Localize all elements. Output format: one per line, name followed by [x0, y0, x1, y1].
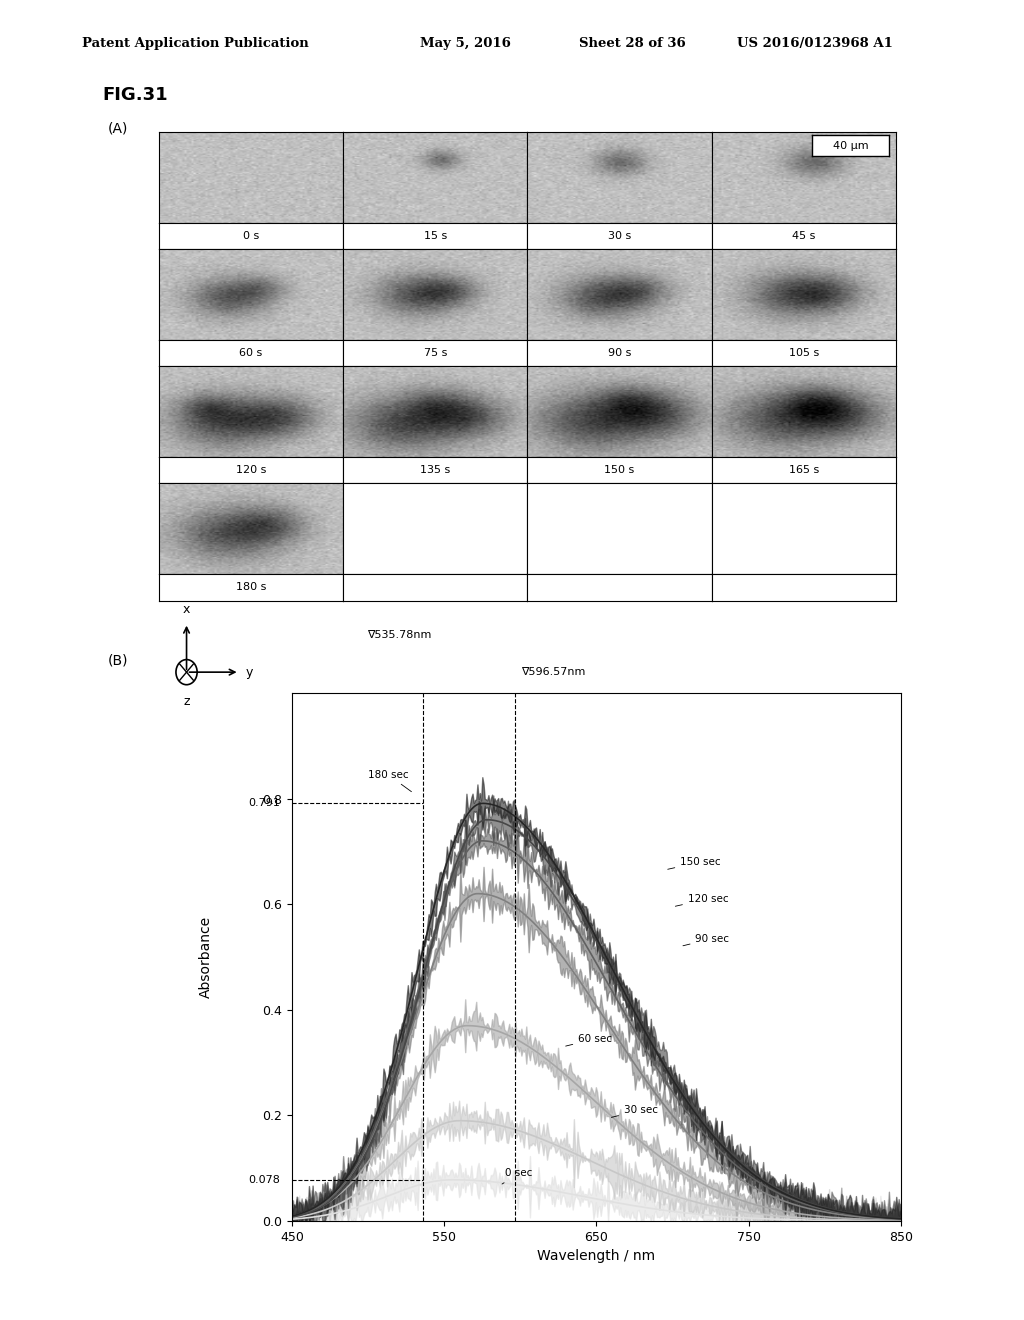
Text: 45 s: 45 s	[793, 231, 815, 242]
Text: 165 s: 165 s	[788, 465, 819, 475]
Text: 75 s: 75 s	[424, 348, 446, 358]
Text: 0.078: 0.078	[248, 1175, 280, 1185]
Text: FIG.31: FIG.31	[102, 86, 168, 104]
Text: 15 s: 15 s	[424, 231, 446, 242]
Text: 90 s: 90 s	[608, 348, 631, 358]
Y-axis label: Absorbance: Absorbance	[199, 916, 213, 998]
Text: z: z	[183, 694, 189, 708]
Text: US 2016/0123968 A1: US 2016/0123968 A1	[737, 37, 893, 50]
Text: 120 s: 120 s	[236, 465, 266, 475]
Text: Sheet 28 of 36: Sheet 28 of 36	[579, 37, 685, 50]
Text: 90 sec: 90 sec	[683, 933, 729, 945]
X-axis label: Wavelength / nm: Wavelength / nm	[538, 1249, 655, 1263]
Text: 30 sec: 30 sec	[611, 1105, 657, 1117]
Text: 0 s: 0 s	[243, 231, 259, 242]
Text: 0.791: 0.791	[248, 799, 280, 808]
Text: 150 sec: 150 sec	[668, 857, 721, 870]
Text: 120 sec: 120 sec	[676, 894, 728, 907]
Text: 60 s: 60 s	[240, 348, 262, 358]
Text: (A): (A)	[108, 121, 128, 136]
Text: ∇535.78nm: ∇535.78nm	[368, 630, 432, 640]
Text: May 5, 2016: May 5, 2016	[420, 37, 511, 50]
Text: 150 s: 150 s	[604, 465, 635, 475]
Text: ∇596.57nm: ∇596.57nm	[521, 667, 586, 677]
Text: x: x	[183, 603, 190, 616]
Text: (B): (B)	[108, 653, 128, 668]
Text: 60 sec: 60 sec	[565, 1034, 612, 1045]
Text: 0 sec: 0 sec	[502, 1168, 532, 1184]
Text: 30 s: 30 s	[608, 231, 631, 242]
Text: Patent Application Publication: Patent Application Publication	[82, 37, 308, 50]
Text: 180 sec: 180 sec	[368, 770, 412, 792]
Text: y: y	[245, 665, 253, 678]
Text: 180 s: 180 s	[236, 582, 266, 593]
Text: 105 s: 105 s	[788, 348, 819, 358]
Text: 135 s: 135 s	[420, 465, 451, 475]
Text: 40 μm: 40 μm	[833, 140, 868, 150]
